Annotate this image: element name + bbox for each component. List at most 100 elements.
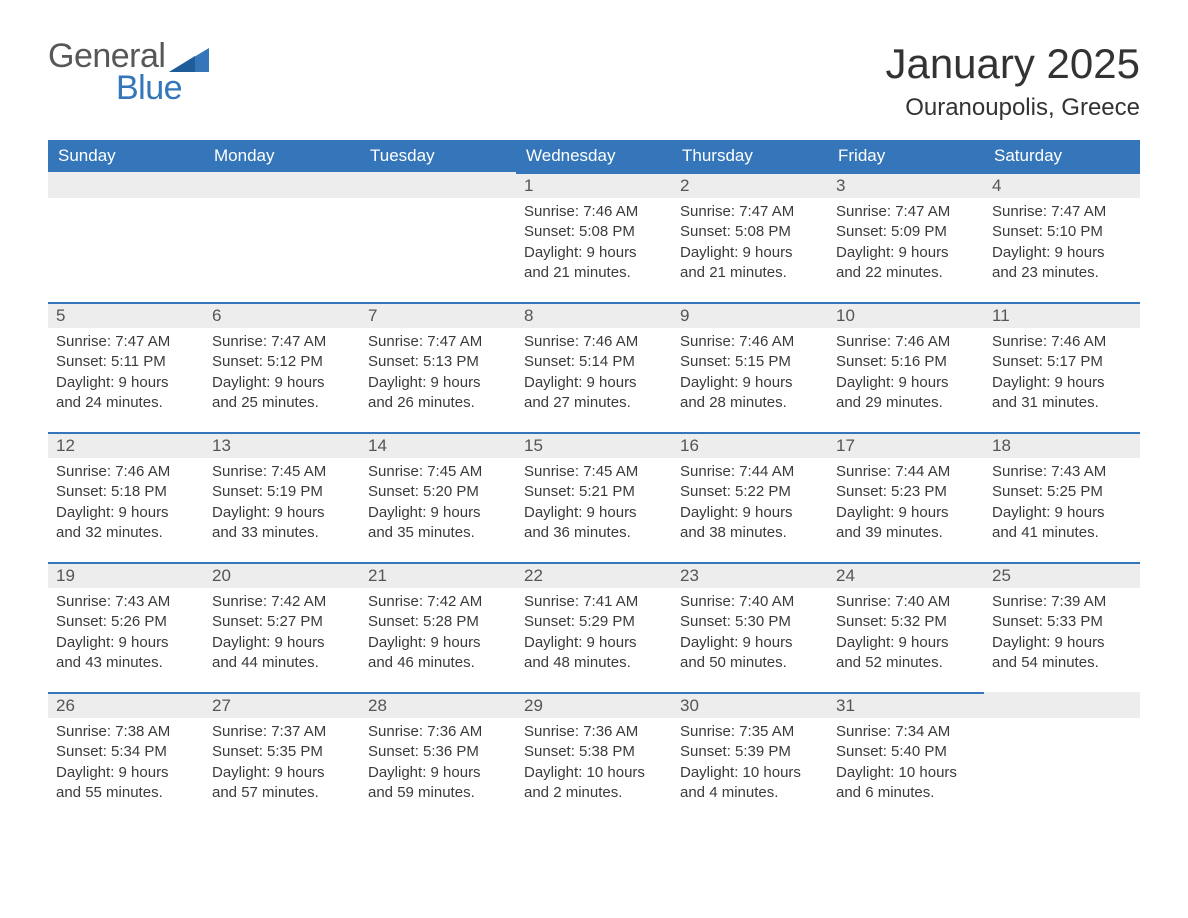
sunrise-text: Sunrise: 7:40 AM: [680, 592, 820, 612]
sunrise-text: Sunrise: 7:36 AM: [368, 722, 508, 742]
daylight-text: Daylight: 10 hours and 6 minutes.: [836, 763, 976, 804]
sunset-text: Sunset: 5:39 PM: [680, 742, 820, 762]
calendar-week-row: 19Sunrise: 7:43 AMSunset: 5:26 PMDayligh…: [48, 562, 1140, 692]
calendar-cell: 25Sunrise: 7:39 AMSunset: 5:33 PMDayligh…: [984, 562, 1140, 692]
daylight-text: Daylight: 9 hours and 39 minutes.: [836, 503, 976, 544]
calendar-cell: [360, 172, 516, 302]
day-details: Sunrise: 7:36 AMSunset: 5:36 PMDaylight:…: [360, 718, 516, 813]
calendar-cell: 29Sunrise: 7:36 AMSunset: 5:38 PMDayligh…: [516, 692, 672, 822]
calendar-cell: [984, 692, 1140, 822]
logo-text-blue: Blue: [116, 72, 209, 104]
logo-top-row: General: [48, 40, 209, 72]
calendar-cell: 23Sunrise: 7:40 AMSunset: 5:30 PMDayligh…: [672, 562, 828, 692]
day-details: Sunrise: 7:40 AMSunset: 5:32 PMDaylight:…: [828, 588, 984, 683]
calendar-cell: 30Sunrise: 7:35 AMSunset: 5:39 PMDayligh…: [672, 692, 828, 822]
day-number: 8: [516, 302, 672, 328]
sunset-text: Sunset: 5:25 PM: [992, 482, 1132, 502]
daylight-text: Daylight: 9 hours and 23 minutes.: [992, 243, 1132, 284]
calendar-week-row: 5Sunrise: 7:47 AMSunset: 5:11 PMDaylight…: [48, 302, 1140, 432]
sunset-text: Sunset: 5:27 PM: [212, 612, 352, 632]
sunrise-text: Sunrise: 7:40 AM: [836, 592, 976, 612]
daylight-text: Daylight: 10 hours and 4 minutes.: [680, 763, 820, 804]
sunrise-text: Sunrise: 7:47 AM: [836, 202, 976, 222]
day-details: Sunrise: 7:43 AMSunset: 5:25 PMDaylight:…: [984, 458, 1140, 553]
sunrise-text: Sunrise: 7:46 AM: [836, 332, 976, 352]
sunrise-text: Sunrise: 7:46 AM: [524, 202, 664, 222]
daylight-text: Daylight: 9 hours and 46 minutes.: [368, 633, 508, 674]
calendar-cell: 9Sunrise: 7:46 AMSunset: 5:15 PMDaylight…: [672, 302, 828, 432]
sunrise-text: Sunrise: 7:41 AM: [524, 592, 664, 612]
sunrise-text: Sunrise: 7:43 AM: [992, 462, 1132, 482]
sunset-text: Sunset: 5:40 PM: [836, 742, 976, 762]
day-number: 2: [672, 172, 828, 198]
day-details: Sunrise: 7:34 AMSunset: 5:40 PMDaylight:…: [828, 718, 984, 813]
calendar-week-row: 12Sunrise: 7:46 AMSunset: 5:18 PMDayligh…: [48, 432, 1140, 562]
sunset-text: Sunset: 5:08 PM: [524, 222, 664, 242]
calendar-cell: 19Sunrise: 7:43 AMSunset: 5:26 PMDayligh…: [48, 562, 204, 692]
logo-text-general: General: [48, 40, 165, 72]
daylight-text: Daylight: 9 hours and 25 minutes.: [212, 373, 352, 414]
day-number: 4: [984, 172, 1140, 198]
day-details: Sunrise: 7:39 AMSunset: 5:33 PMDaylight:…: [984, 588, 1140, 683]
sunset-text: Sunset: 5:21 PM: [524, 482, 664, 502]
sunrise-text: Sunrise: 7:47 AM: [212, 332, 352, 352]
calendar-cell: 28Sunrise: 7:36 AMSunset: 5:36 PMDayligh…: [360, 692, 516, 822]
day-number: 26: [48, 692, 204, 718]
calendar-header-row: Sunday Monday Tuesday Wednesday Thursday…: [48, 140, 1140, 172]
day-number: 12: [48, 432, 204, 458]
day-details: Sunrise: 7:46 AMSunset: 5:14 PMDaylight:…: [516, 328, 672, 423]
daylight-text: Daylight: 9 hours and 55 minutes.: [56, 763, 196, 804]
day-number: 3: [828, 172, 984, 198]
calendar-cell: 6Sunrise: 7:47 AMSunset: 5:12 PMDaylight…: [204, 302, 360, 432]
calendar-cell: 4Sunrise: 7:47 AMSunset: 5:10 PMDaylight…: [984, 172, 1140, 302]
day-details: Sunrise: 7:47 AMSunset: 5:11 PMDaylight:…: [48, 328, 204, 423]
sunrise-text: Sunrise: 7:42 AM: [368, 592, 508, 612]
day-number: [984, 692, 1140, 718]
sunrise-text: Sunrise: 7:36 AM: [524, 722, 664, 742]
day-number: 31: [828, 692, 984, 718]
daylight-text: Daylight: 9 hours and 54 minutes.: [992, 633, 1132, 674]
calendar-cell: 18Sunrise: 7:43 AMSunset: 5:25 PMDayligh…: [984, 432, 1140, 562]
calendar-cell: 17Sunrise: 7:44 AMSunset: 5:23 PMDayligh…: [828, 432, 984, 562]
sunset-text: Sunset: 5:38 PM: [524, 742, 664, 762]
sunrise-text: Sunrise: 7:38 AM: [56, 722, 196, 742]
day-details: Sunrise: 7:45 AMSunset: 5:20 PMDaylight:…: [360, 458, 516, 553]
logo: General Blue: [48, 40, 209, 105]
sunset-text: Sunset: 5:23 PM: [836, 482, 976, 502]
daylight-text: Daylight: 9 hours and 57 minutes.: [212, 763, 352, 804]
day-details: Sunrise: 7:38 AMSunset: 5:34 PMDaylight:…: [48, 718, 204, 813]
day-details: Sunrise: 7:46 AMSunset: 5:18 PMDaylight:…: [48, 458, 204, 553]
day-details: Sunrise: 7:44 AMSunset: 5:22 PMDaylight:…: [672, 458, 828, 553]
day-details: Sunrise: 7:36 AMSunset: 5:38 PMDaylight:…: [516, 718, 672, 813]
day-details: Sunrise: 7:45 AMSunset: 5:21 PMDaylight:…: [516, 458, 672, 553]
day-details: Sunrise: 7:46 AMSunset: 5:17 PMDaylight:…: [984, 328, 1140, 423]
day-details: Sunrise: 7:43 AMSunset: 5:26 PMDaylight:…: [48, 588, 204, 683]
daylight-text: Daylight: 9 hours and 32 minutes.: [56, 503, 196, 544]
day-number: [360, 172, 516, 198]
sunset-text: Sunset: 5:32 PM: [836, 612, 976, 632]
sunset-text: Sunset: 5:35 PM: [212, 742, 352, 762]
day-details: Sunrise: 7:47 AMSunset: 5:10 PMDaylight:…: [984, 198, 1140, 293]
day-details: Sunrise: 7:45 AMSunset: 5:19 PMDaylight:…: [204, 458, 360, 553]
title-block: January 2025 Ouranoupolis, Greece: [885, 40, 1140, 122]
day-details: Sunrise: 7:46 AMSunset: 5:15 PMDaylight:…: [672, 328, 828, 423]
sunrise-text: Sunrise: 7:43 AM: [56, 592, 196, 612]
day-details: Sunrise: 7:40 AMSunset: 5:30 PMDaylight:…: [672, 588, 828, 683]
calendar-cell: 11Sunrise: 7:46 AMSunset: 5:17 PMDayligh…: [984, 302, 1140, 432]
daylight-text: Daylight: 9 hours and 24 minutes.: [56, 373, 196, 414]
sunset-text: Sunset: 5:13 PM: [368, 352, 508, 372]
sunset-text: Sunset: 5:16 PM: [836, 352, 976, 372]
day-details: Sunrise: 7:42 AMSunset: 5:27 PMDaylight:…: [204, 588, 360, 683]
daylight-text: Daylight: 9 hours and 28 minutes.: [680, 373, 820, 414]
day-details: Sunrise: 7:37 AMSunset: 5:35 PMDaylight:…: [204, 718, 360, 813]
day-details: Sunrise: 7:47 AMSunset: 5:12 PMDaylight:…: [204, 328, 360, 423]
day-number: 14: [360, 432, 516, 458]
day-details: Sunrise: 7:47 AMSunset: 5:08 PMDaylight:…: [672, 198, 828, 293]
day-number: 11: [984, 302, 1140, 328]
sunrise-text: Sunrise: 7:47 AM: [56, 332, 196, 352]
daylight-text: Daylight: 9 hours and 52 minutes.: [836, 633, 976, 674]
sunrise-text: Sunrise: 7:47 AM: [368, 332, 508, 352]
day-details: Sunrise: 7:44 AMSunset: 5:23 PMDaylight:…: [828, 458, 984, 553]
sunrise-text: Sunrise: 7:45 AM: [524, 462, 664, 482]
sunrise-text: Sunrise: 7:42 AM: [212, 592, 352, 612]
